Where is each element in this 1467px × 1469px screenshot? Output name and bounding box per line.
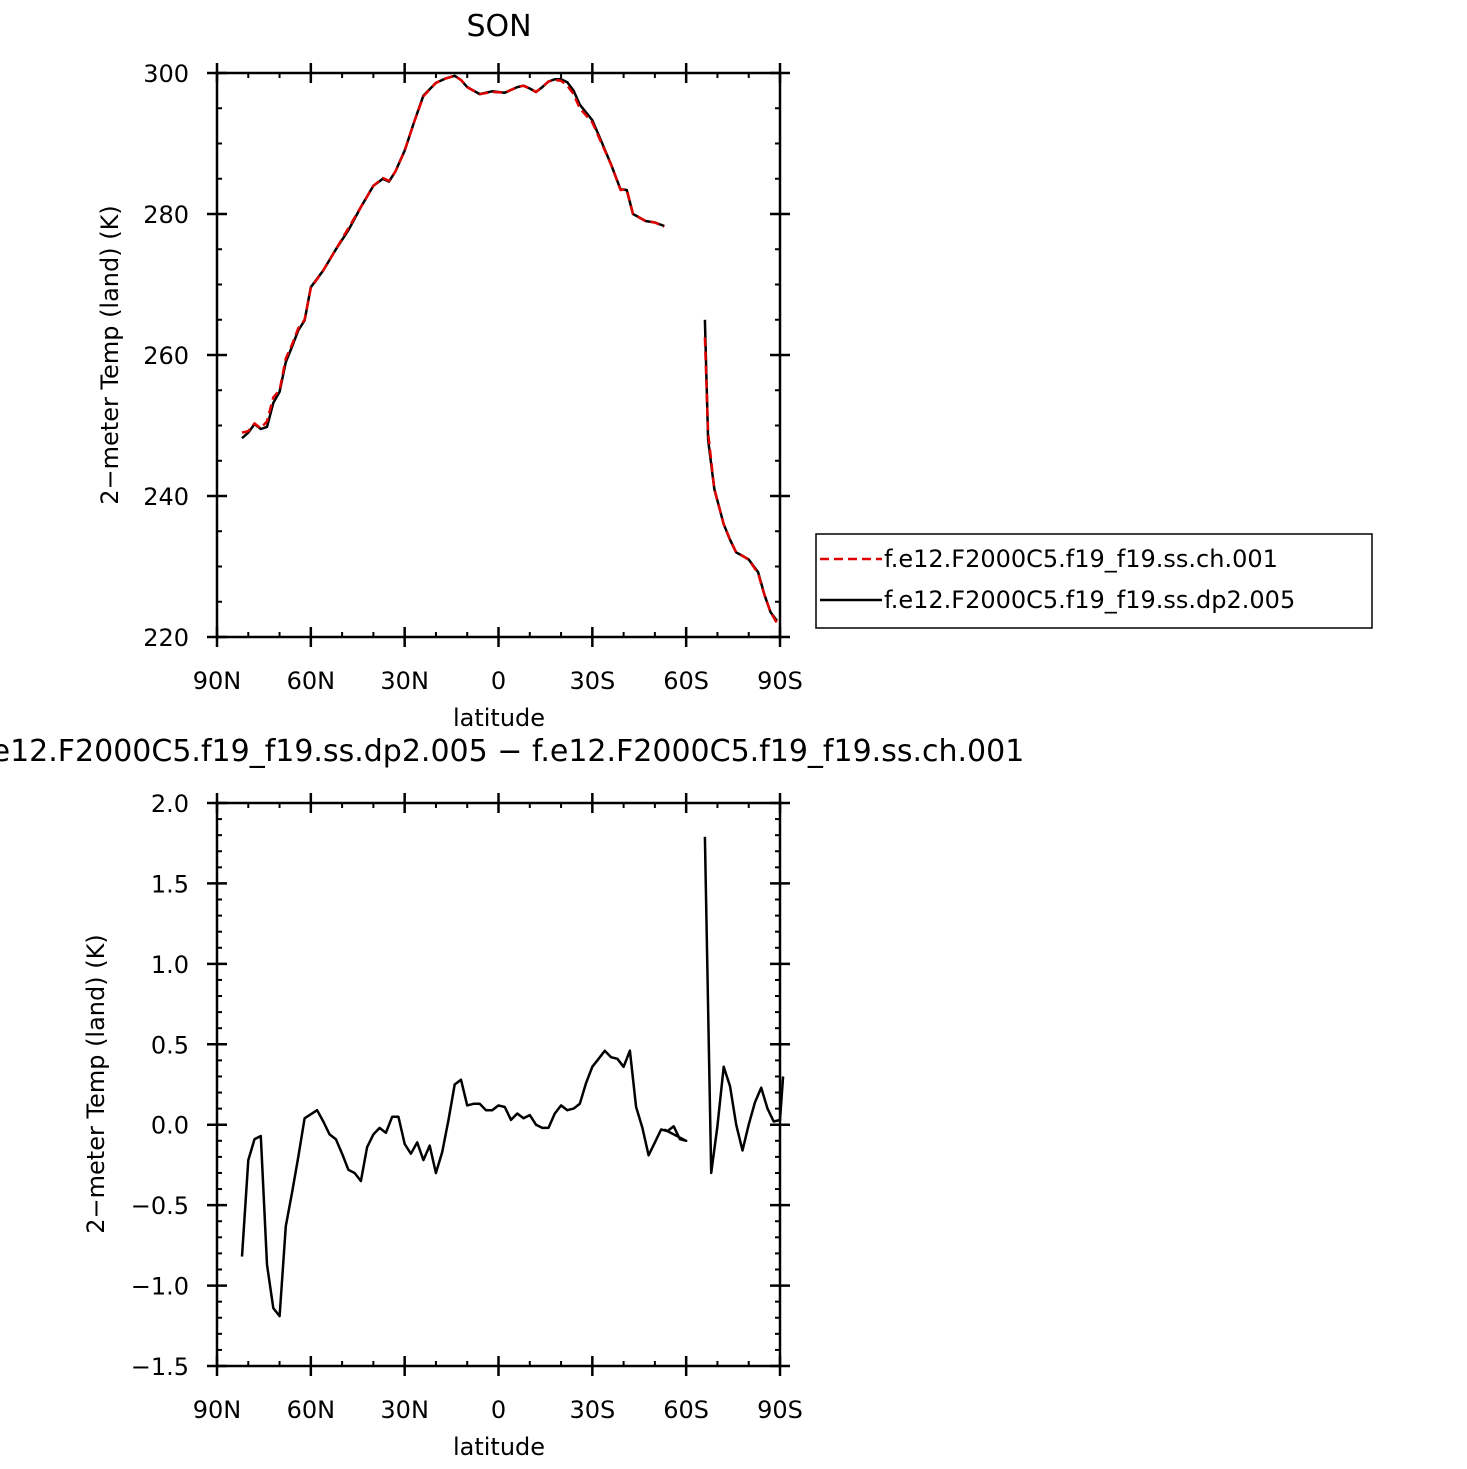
bottom-plot-frame	[215, 801, 782, 1368]
legend-box	[815, 533, 1373, 629]
bottom-panel: f.e12.F2000C5.f19_f19.ss.dp2.005 − f.e12…	[0, 734, 1024, 1461]
top-y-tick-label: 300	[143, 60, 189, 88]
top-x-tick-labels: 90N 60N 30N 0 30S 60S 90S	[193, 667, 803, 695]
top-series-1-segment-1	[703, 319, 778, 622]
top-plot-frame	[215, 71, 782, 639]
bottom-x-tick-labels: 90N 60N 30N 0 30S 60S 90S	[193, 1396, 803, 1424]
bottom-y-axis-title: 2−meter Temp (land) (K)	[82, 934, 110, 1233]
bottom-y-tick-labels: −1.5 −1.0 −0.5 0.0 0.5 1.0 1.5 2.0	[131, 790, 189, 1381]
bottom-x-tick-label: 30N	[380, 1396, 429, 1424]
top-x-tick-label: 90S	[757, 667, 803, 695]
top-ticks	[207, 63, 790, 647]
top-series-lines	[241, 74, 778, 624]
bottom-y-tick-label: 1.5	[151, 870, 189, 898]
bottom-x-axis-title: latitude	[453, 1433, 545, 1461]
top-y-tick-labels: 220 240 260 280 300	[143, 60, 189, 652]
top-x-tick-label: 60S	[663, 667, 709, 695]
top-series-0-segment-1	[703, 337, 778, 624]
bottom-x-tick-label: 30S	[569, 1396, 615, 1424]
top-series-1-segment-0	[241, 74, 665, 440]
top-x-tick-label: 0	[491, 667, 506, 695]
bottom-y-tick-label: −1.0	[131, 1273, 189, 1301]
bottom-y-tick-label: 0.5	[151, 1031, 189, 1059]
bottom-x-tick-label: 0	[491, 1396, 506, 1424]
bottom-y-tick-label: 2.0	[151, 790, 189, 818]
bottom-x-tick-label: 60S	[663, 1396, 709, 1424]
top-x-axis-title: latitude	[453, 704, 545, 732]
top-x-tick-label: 30N	[380, 667, 429, 695]
bottom-y-tick-label: −0.5	[131, 1192, 189, 1220]
bottom-y-tick-label: −1.5	[131, 1353, 189, 1381]
top-y-axis-title: 2−meter Temp (land) (K)	[96, 205, 124, 504]
bottom-x-tick-label: 90S	[757, 1396, 803, 1424]
bottom-ticks	[207, 793, 790, 1376]
top-y-tick-label: 280	[143, 201, 189, 229]
top-plot-title: SON	[466, 9, 531, 44]
legend-label-dp2005: f.e12.F2000C5.f19_f19.ss.dp2.005	[884, 586, 1295, 614]
top-x-tick-label: 90N	[193, 667, 242, 695]
top-x-tick-label: 30S	[569, 667, 615, 695]
bottom-series-lines	[240, 836, 785, 1318]
bottom-x-tick-label: 90N	[193, 1396, 242, 1424]
bottom-series-0-segment-1	[703, 836, 785, 1175]
bottom-y-tick-label: 1.0	[151, 951, 189, 979]
bottom-series-0-segment-0	[240, 1049, 688, 1318]
bottom-y-tick-label: 0.0	[151, 1112, 189, 1140]
top-y-tick-label: 220	[143, 624, 189, 652]
top-x-tick-label: 60N	[287, 667, 336, 695]
top-panel: SON 90N 60N 30N 0 30S 60S 90S 220240260280300 …	[96, 9, 1373, 732]
bottom-plot-title: f.e12.F2000C5.f19_f19.ss.dp2.005 − f.e12…	[0, 734, 1024, 769]
bottom-x-tick-label: 60N	[287, 1396, 336, 1424]
legend: f.e12.F2000C5.f19_f19.ss.ch.001 f.e12.F2…	[815, 533, 1373, 629]
top-y-tick-label: 260	[143, 342, 189, 370]
legend-label-ch001: f.e12.F2000C5.f19_f19.ss.ch.001	[884, 545, 1278, 573]
top-y-tick-label: 240	[143, 483, 189, 511]
top-series-0-segment-0	[241, 74, 665, 434]
